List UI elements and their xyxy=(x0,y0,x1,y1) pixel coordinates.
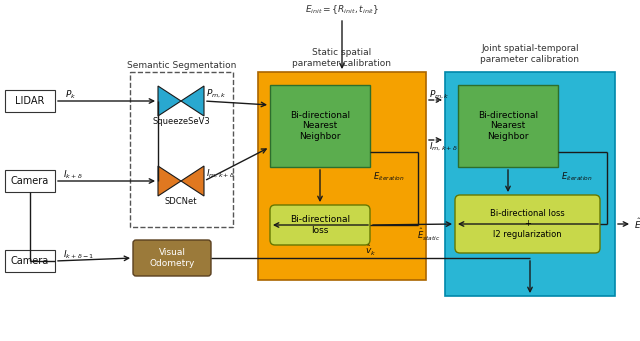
FancyBboxPatch shape xyxy=(133,240,211,276)
Text: Static spatial
parameter calibration: Static spatial parameter calibration xyxy=(292,48,392,68)
Text: $I_{m,k+\delta}$: $I_{m,k+\delta}$ xyxy=(429,141,458,153)
Text: Bi-directional loss
+
l2 regularization: Bi-directional loss + l2 regularization xyxy=(490,209,565,239)
Text: $P_k$: $P_k$ xyxy=(65,89,76,101)
Bar xyxy=(130,72,233,227)
Text: Visual
Odometry: Visual Odometry xyxy=(149,248,195,268)
Text: Bi-directional
Nearest
Neighbor: Bi-directional Nearest Neighbor xyxy=(478,111,538,141)
FancyBboxPatch shape xyxy=(270,205,370,245)
Text: Camera: Camera xyxy=(11,256,49,266)
Text: LIDAR: LIDAR xyxy=(15,96,45,106)
Text: $E_{iteration}$: $E_{iteration}$ xyxy=(561,171,593,183)
Text: $I_{m,k+\delta}$: $I_{m,k+\delta}$ xyxy=(206,168,235,180)
Text: $E_{iteration}$: $E_{iteration}$ xyxy=(373,171,404,183)
Text: $\hat{E},\hat{\delta}$: $\hat{E},\hat{\delta}$ xyxy=(634,216,640,232)
Text: $I_{k+\delta-1}$: $I_{k+\delta-1}$ xyxy=(63,249,94,261)
Text: $\hat{v}_k$: $\hat{v}_k$ xyxy=(365,244,376,258)
Text: $P_{m,k}$: $P_{m,k}$ xyxy=(429,89,450,101)
Text: SDCNet: SDCNet xyxy=(164,197,197,207)
Text: Semantic Segmentation: Semantic Segmentation xyxy=(127,60,236,70)
Text: Bi-directional
loss: Bi-directional loss xyxy=(290,215,350,235)
Bar xyxy=(5,250,55,272)
FancyBboxPatch shape xyxy=(455,195,600,253)
Text: Camera: Camera xyxy=(11,176,49,186)
Text: $P_{m,k}$: $P_{m,k}$ xyxy=(206,88,227,100)
Bar xyxy=(5,170,55,192)
Bar xyxy=(270,85,370,167)
Text: $I_{k+\delta}$: $I_{k+\delta}$ xyxy=(63,169,83,181)
Bar xyxy=(458,85,558,167)
Text: $E_{init}=\{R_{init}, t_{init}\}$: $E_{init}=\{R_{init}, t_{init}\}$ xyxy=(305,4,379,16)
Polygon shape xyxy=(158,86,181,116)
Polygon shape xyxy=(158,166,181,196)
Polygon shape xyxy=(181,86,204,116)
Bar xyxy=(258,72,426,280)
Text: SqueezeSeV3: SqueezeSeV3 xyxy=(152,118,210,127)
Text: Joint spatial-temporal
parameter calibration: Joint spatial-temporal parameter calibra… xyxy=(481,44,579,64)
Text: Bi-directional
Nearest
Neighbor: Bi-directional Nearest Neighbor xyxy=(290,111,350,141)
Polygon shape xyxy=(181,166,204,196)
Text: $\hat{E}_{static}$: $\hat{E}_{static}$ xyxy=(417,227,440,243)
Bar xyxy=(5,90,55,112)
Bar xyxy=(445,72,615,296)
